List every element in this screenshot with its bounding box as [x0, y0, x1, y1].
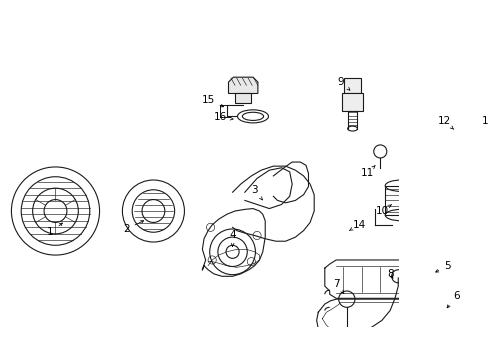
Bar [341, 93, 363, 111]
Text: 16: 16 [213, 112, 233, 122]
Text: 15: 15 [201, 95, 223, 107]
Text: 6: 6 [446, 291, 459, 308]
Text: 4: 4 [229, 230, 235, 246]
Text: 13: 13 [480, 116, 488, 129]
Text: 7: 7 [332, 279, 344, 294]
Bar [235, 94, 251, 103]
Text: 10: 10 [375, 205, 390, 216]
Text: 14: 14 [349, 220, 365, 230]
Text: 8: 8 [386, 269, 392, 279]
Text: 12: 12 [437, 116, 452, 129]
Text: 5: 5 [435, 261, 449, 272]
Bar [344, 78, 360, 93]
Text: 11: 11 [360, 166, 374, 179]
Text: 2: 2 [123, 221, 143, 234]
Text: 3: 3 [251, 185, 262, 200]
Bar [385, 186, 417, 215]
Text: 1: 1 [47, 223, 62, 237]
Polygon shape [228, 77, 257, 94]
Text: 9: 9 [337, 77, 349, 90]
